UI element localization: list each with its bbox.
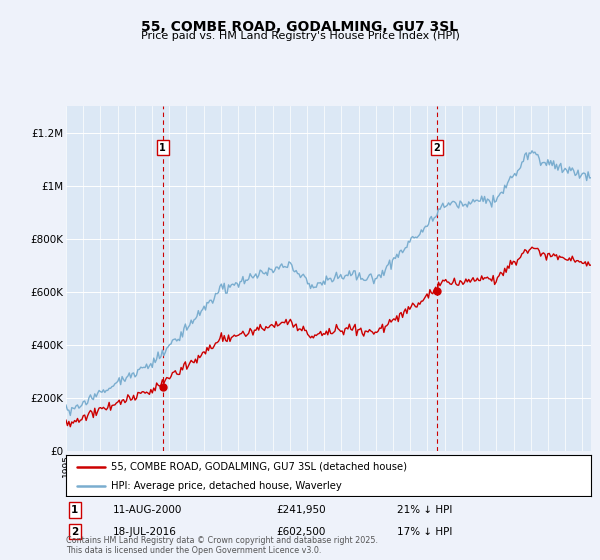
Text: 18-JUL-2016: 18-JUL-2016 xyxy=(113,527,177,537)
Text: 2: 2 xyxy=(433,143,440,153)
Text: Price paid vs. HM Land Registry's House Price Index (HPI): Price paid vs. HM Land Registry's House … xyxy=(140,31,460,41)
Text: 1: 1 xyxy=(160,143,166,153)
Text: 2: 2 xyxy=(71,527,79,537)
Text: 11-AUG-2000: 11-AUG-2000 xyxy=(113,505,182,515)
Text: 55, COMBE ROAD, GODALMING, GU7 3SL (detached house): 55, COMBE ROAD, GODALMING, GU7 3SL (deta… xyxy=(110,461,407,472)
Text: £602,500: £602,500 xyxy=(276,527,325,537)
Text: 55, COMBE ROAD, GODALMING, GU7 3SL: 55, COMBE ROAD, GODALMING, GU7 3SL xyxy=(142,20,458,34)
Text: 17% ↓ HPI: 17% ↓ HPI xyxy=(397,527,452,537)
Text: £241,950: £241,950 xyxy=(276,505,326,515)
Text: Contains HM Land Registry data © Crown copyright and database right 2025.
This d: Contains HM Land Registry data © Crown c… xyxy=(66,536,378,556)
Text: HPI: Average price, detached house, Waverley: HPI: Average price, detached house, Wave… xyxy=(110,480,341,491)
Text: 21% ↓ HPI: 21% ↓ HPI xyxy=(397,505,452,515)
Text: 1: 1 xyxy=(71,505,79,515)
